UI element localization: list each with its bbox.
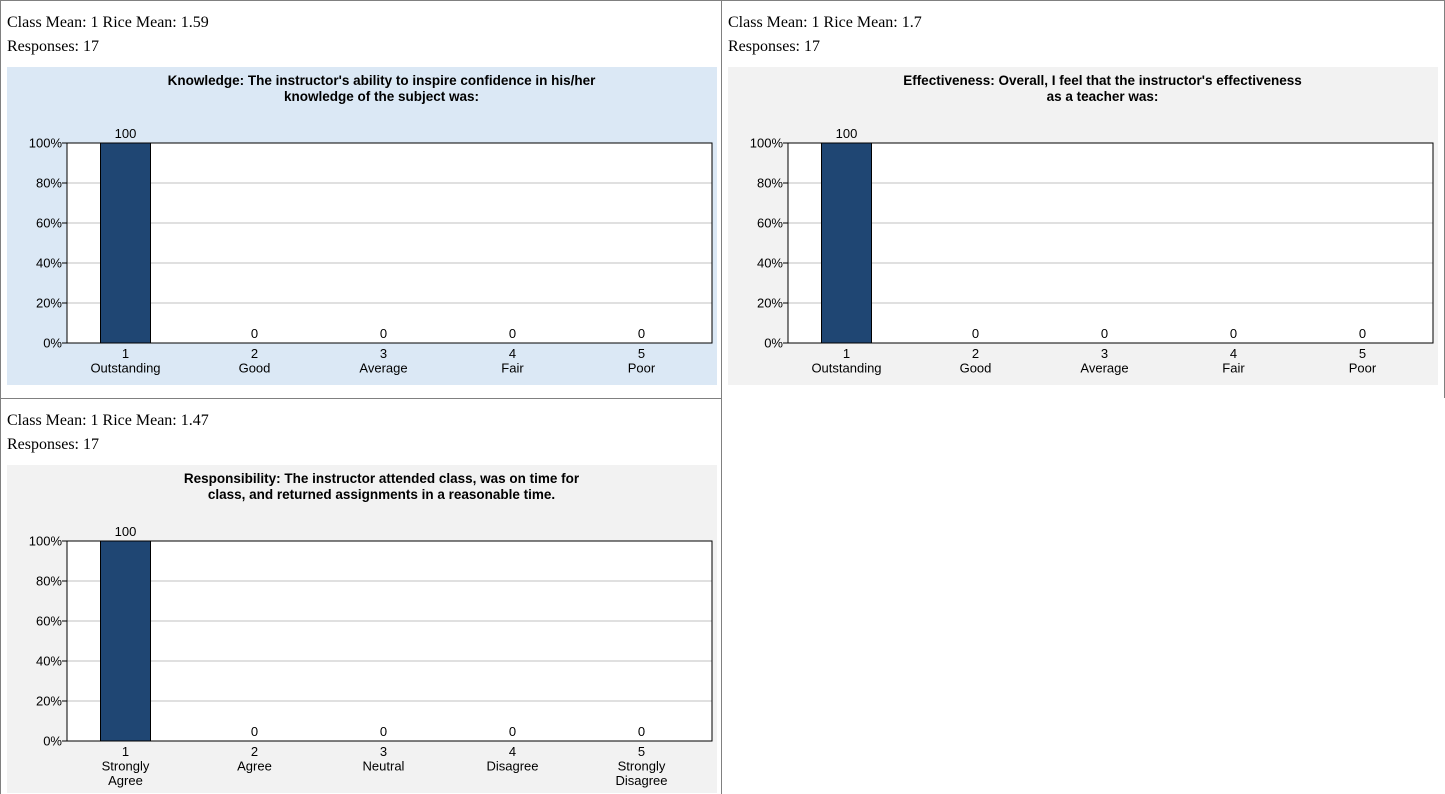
x-tick-label: 4: [509, 744, 516, 759]
y-tick-label: 60%: [757, 216, 783, 231]
y-tick-label: 0%: [764, 336, 783, 351]
x-tick-label: 2: [972, 346, 979, 361]
x-tick-label: Poor: [628, 361, 656, 376]
evaluation-card-effectiveness: Class Mean: 1 Rice Mean: 1.7 Responses: …: [722, 0, 1445, 398]
y-tick-label: 40%: [36, 654, 62, 669]
x-tick-label: Disagree: [615, 773, 667, 788]
chart-title-line: as a teacher was:: [1047, 89, 1159, 104]
x-tick-label: Agree: [237, 759, 272, 774]
x-tick-label: Good: [960, 361, 992, 376]
y-tick-label: 80%: [36, 176, 62, 191]
y-tick-label: 80%: [757, 176, 783, 191]
plot-area: [788, 143, 1433, 343]
y-tick-label: 20%: [36, 694, 62, 709]
y-tick-label: 100%: [750, 136, 784, 151]
x-tick-label: Strongly: [618, 759, 666, 774]
x-tick-label: Average: [1080, 361, 1128, 376]
data-label: 0: [509, 724, 516, 739]
class-mean-text: Class Mean: 1 Rice Mean: 1.47: [7, 412, 209, 429]
x-tick-label: 1: [843, 346, 850, 361]
x-tick-label: 2: [251, 346, 258, 361]
data-label: 0: [380, 326, 387, 341]
y-tick-label: 60%: [36, 216, 62, 231]
x-tick-label: Outstanding: [811, 361, 881, 376]
x-tick-label: Strongly: [102, 759, 150, 774]
x-tick-label: Neutral: [363, 759, 405, 774]
class-mean-text: Class Mean: 1 Rice Mean: 1.7: [728, 14, 922, 31]
x-tick-label: Good: [239, 361, 271, 376]
y-tick-label: 100%: [29, 534, 63, 549]
chart-title-line: Effectiveness: Overall, I feel that the …: [903, 73, 1302, 88]
bar: [100, 142, 151, 344]
x-tick-label: Fair: [1222, 361, 1245, 376]
data-label: 0: [380, 724, 387, 739]
bar-chart-effectiveness: Effectiveness: Overall, I feel that the …: [728, 67, 1438, 385]
x-tick-label: 1: [122, 744, 129, 759]
y-tick-label: 0%: [43, 336, 62, 351]
bar-chart-knowledge: Knowledge: The instructor's ability to i…: [7, 67, 717, 385]
plot-frame: [787, 142, 1434, 344]
data-label: 0: [251, 326, 258, 341]
plot-area: [67, 143, 712, 343]
y-tick-label: 80%: [36, 574, 62, 589]
plot-frame: [66, 540, 713, 742]
bar: [821, 142, 872, 344]
x-tick-label: 5: [638, 744, 645, 759]
data-label: 0: [1359, 326, 1366, 341]
data-label: 0: [972, 326, 979, 341]
x-tick-label: 3: [380, 744, 387, 759]
y-tick-label: 100%: [29, 136, 63, 151]
y-tick-label: 0%: [43, 734, 62, 749]
x-tick-label: Fair: [501, 361, 524, 376]
y-tick-label: 60%: [36, 614, 62, 629]
responses-text: Responses: 17: [728, 38, 820, 55]
plot-frame: [66, 142, 713, 344]
bar-chart-responsibility: Responsibility: The instructor attended …: [7, 465, 717, 793]
chart-title-line: Knowledge: The instructor's ability to i…: [168, 73, 597, 88]
responses-text: Responses: 17: [7, 436, 99, 453]
x-tick-label: 3: [380, 346, 387, 361]
data-label: 0: [509, 326, 516, 341]
chart-title-line: knowledge of the subject was:: [284, 89, 479, 104]
data-label: 0: [638, 724, 645, 739]
bar: [100, 540, 151, 742]
data-label: 100: [115, 126, 137, 141]
x-tick-label: Disagree: [486, 759, 538, 774]
data-label: 0: [1101, 326, 1108, 341]
x-tick-label: Outstanding: [90, 361, 160, 376]
responses-text: Responses: 17: [7, 38, 99, 55]
evaluation-card-knowledge: Class Mean: 1 Rice Mean: 1.59 Responses:…: [0, 0, 722, 398]
data-label: 100: [836, 126, 858, 141]
x-tick-label: 2: [251, 744, 258, 759]
x-tick-label: 5: [1359, 346, 1366, 361]
data-label: 0: [638, 326, 645, 341]
y-tick-label: 20%: [757, 296, 783, 311]
y-tick-label: 40%: [36, 256, 62, 271]
data-label: 0: [251, 724, 258, 739]
x-tick-label: 5: [638, 346, 645, 361]
x-tick-label: Average: [359, 361, 407, 376]
evaluation-card-responsibility: Class Mean: 1 Rice Mean: 1.47 Responses:…: [0, 398, 722, 794]
x-tick-label: Agree: [108, 773, 143, 788]
chart-title-line: class, and returned assignments in a rea…: [208, 487, 555, 502]
data-label: 100: [115, 524, 137, 539]
class-mean-text: Class Mean: 1 Rice Mean: 1.59: [7, 14, 209, 31]
x-tick-label: 4: [1230, 346, 1237, 361]
chart-title-line: Responsibility: The instructor attended …: [184, 471, 580, 486]
y-tick-label: 20%: [36, 296, 62, 311]
plot-area: [67, 541, 712, 741]
x-tick-label: 3: [1101, 346, 1108, 361]
x-tick-label: 4: [509, 346, 516, 361]
x-tick-label: Poor: [1349, 361, 1377, 376]
x-tick-label: 1: [122, 346, 129, 361]
data-label: 0: [1230, 326, 1237, 341]
y-tick-label: 40%: [757, 256, 783, 271]
